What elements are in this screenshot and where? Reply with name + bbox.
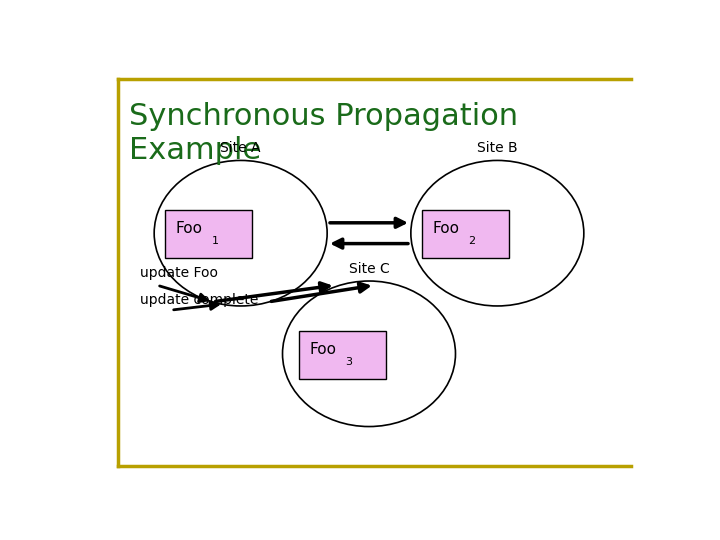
Text: 1: 1 [212,236,219,246]
Text: Site C: Site C [348,262,390,276]
Text: Foo: Foo [310,342,336,356]
Bar [422,210,508,258]
Text: Synchronous Propagation: Synchronous Propagation [129,102,518,131]
Text: Foo: Foo [176,221,202,236]
Text: Foo: Foo [432,221,459,236]
Text: Site A: Site A [220,141,261,156]
Text: Example: Example [129,136,261,165]
Text: update Foo: update Foo [140,266,218,280]
Text: 2: 2 [468,236,475,246]
Text: 3: 3 [346,356,353,367]
Bar [300,331,386,379]
Text: Site B: Site B [477,141,518,156]
Text: update complete: update complete [140,293,258,307]
Bar [166,210,252,258]
